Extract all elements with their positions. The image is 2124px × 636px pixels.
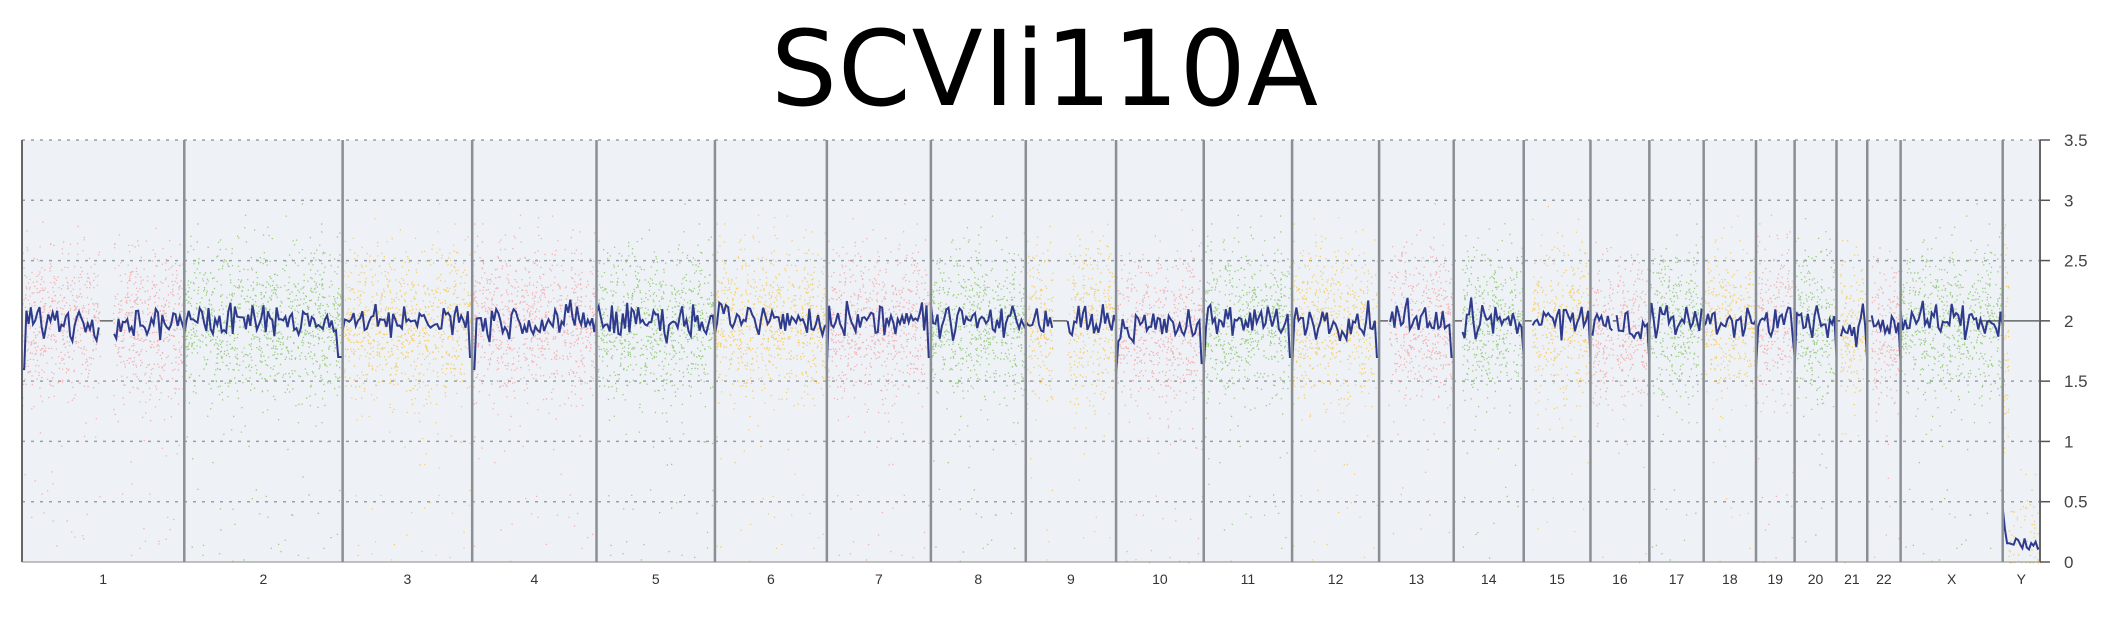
- segment-line-chr3: [341, 303, 473, 358]
- data-points-chr2: [184, 203, 344, 563]
- x-tick-label-21: 21: [1844, 571, 1860, 587]
- segment-line-chrY: [2001, 507, 2041, 552]
- x-tick-label-8: 8: [974, 571, 982, 587]
- segment-line-chr5: [595, 302, 716, 344]
- x-tick-label-Y: Y: [2017, 571, 2027, 587]
- x-tick-label-7: 7: [875, 571, 883, 587]
- plot-background: [22, 140, 2040, 562]
- segment-line-chr10: [1115, 309, 1204, 376]
- segment-line-chr4: [472, 299, 598, 371]
- segment-line-chr15: [1531, 306, 1592, 358]
- data-points-chr18: [1703, 215, 1758, 563]
- x-tick-label-15: 15: [1549, 571, 1565, 587]
- segment-line-chr20: [1793, 305, 1838, 370]
- segment-line-chr9: [1024, 304, 1118, 338]
- data-points-chr14: [1462, 223, 1525, 559]
- segment-line-chr19: [1755, 306, 1796, 370]
- x-tick-label-2: 2: [260, 571, 268, 587]
- x-tick-label-14: 14: [1481, 571, 1497, 587]
- x-tick-label-16: 16: [1612, 571, 1628, 587]
- x-tick-label-10: 10: [1152, 571, 1168, 587]
- segment-line-chr8: [929, 304, 1027, 341]
- data-points-chr17: [1649, 203, 1705, 561]
- data-points-chr15: [1531, 205, 1592, 533]
- x-tick-label-13: 13: [1409, 571, 1425, 587]
- data-points-chr3: [343, 203, 474, 561]
- y-tick-label: 2: [2064, 312, 2073, 331]
- x-tick-label-12: 12: [1328, 571, 1344, 587]
- x-tick-label-20: 20: [1808, 571, 1824, 587]
- x-tick-label-17: 17: [1669, 571, 1685, 587]
- y-tick-label: 3.5: [2064, 131, 2088, 150]
- segment-line-chr6: [714, 300, 828, 339]
- data-points-chrX: [1900, 203, 2004, 563]
- x-tick-label-X: X: [1947, 571, 1957, 587]
- y-tick-label: 2.5: [2064, 252, 2088, 271]
- x-tick-label-4: 4: [530, 571, 538, 587]
- segment-line-chr7: [825, 300, 931, 370]
- x-tick-label-19: 19: [1768, 571, 1784, 587]
- x-tick-label-18: 18: [1722, 571, 1738, 587]
- y-tick-label: 0.5: [2064, 493, 2088, 512]
- segment-line-chr14: [1461, 297, 1525, 358]
- segment-line-chr12: [1291, 300, 1380, 370]
- chromosome-separators: [183, 140, 2004, 562]
- y-tick-label: 3: [2064, 191, 2073, 210]
- x-axis-labels: 1 2 3 4 5 6 7 8 9 10 11 12 13 14 15 16 17 18 19 20 21 22 X Y: [99, 571, 2026, 587]
- segment-line-chr22: [1870, 313, 1902, 364]
- x-tick-label-22: 22: [1876, 571, 1892, 587]
- segment-line-chrX: [1899, 300, 2004, 340]
- gridlines: [22, 139, 2040, 503]
- x-tick-label-11: 11: [1241, 571, 1256, 587]
- x-tick-label-5: 5: [652, 571, 660, 587]
- segment-line-chr11: [1202, 302, 1293, 370]
- y-tick-label: 0: [2064, 553, 2073, 572]
- data-points-chr5: [596, 203, 717, 561]
- segment-lines: [22, 297, 2041, 552]
- y-tick-label: 1.5: [2064, 372, 2088, 391]
- x-tick-label-3: 3: [404, 571, 412, 587]
- data-points-chr22: [1871, 247, 1902, 558]
- segment-line-chr13: [1389, 297, 1454, 358]
- x-tick-label-6: 6: [767, 571, 775, 587]
- segment-line-chr2: [183, 302, 343, 358]
- x-tick-label-1: 1: [99, 571, 107, 587]
- segment-line-chr16: [1590, 310, 1651, 364]
- segment-line-chr21: [1839, 303, 1869, 364]
- y-tick-label: 1: [2064, 432, 2073, 451]
- x-tick-label-9: 9: [1067, 571, 1075, 587]
- chart-title: SCVIi110A: [771, 8, 1319, 130]
- y-axis: 3.5 3 2.5 2 1.5 1 0.5 0: [21, 131, 2088, 572]
- data-points: [22, 203, 2041, 564]
- segment-line-chr18: [1702, 307, 1757, 338]
- segment-line-chr17: [1648, 302, 1705, 339]
- segment-line-chr1: [22, 306, 186, 371]
